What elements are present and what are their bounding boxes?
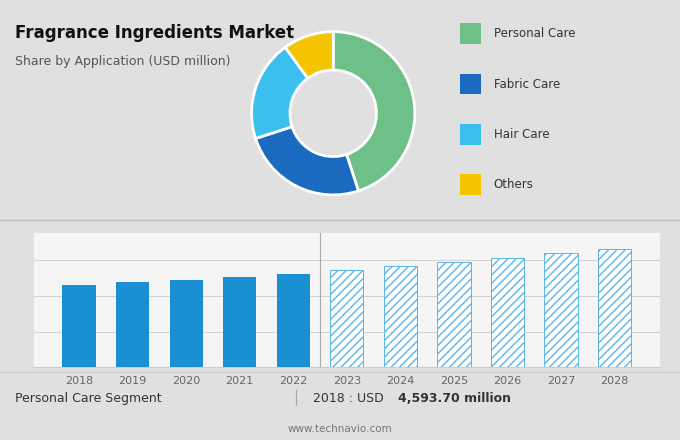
Wedge shape [285, 32, 333, 78]
Text: Hair Care: Hair Care [494, 128, 549, 141]
FancyBboxPatch shape [460, 23, 481, 44]
Wedge shape [333, 32, 415, 191]
Text: Share by Application (USD million): Share by Application (USD million) [15, 55, 231, 68]
Bar [491, 258, 524, 367]
Bar [63, 285, 96, 367]
FancyBboxPatch shape [460, 174, 481, 195]
Bar [598, 249, 631, 367]
Wedge shape [252, 47, 308, 139]
Text: Personal Care: Personal Care [494, 27, 575, 40]
Text: 4,593.70 million: 4,593.70 million [398, 392, 511, 405]
Text: 2018 : USD: 2018 : USD [313, 392, 388, 405]
Bar [384, 266, 417, 367]
FancyBboxPatch shape [460, 73, 481, 95]
Text: |: | [293, 390, 299, 406]
Bar [545, 253, 577, 367]
Bar [116, 282, 149, 367]
Bar [437, 262, 471, 367]
Bar [223, 277, 256, 367]
Wedge shape [256, 127, 358, 195]
Text: Fragrance Ingredients Market: Fragrance Ingredients Market [15, 24, 294, 42]
Text: Personal Care Segment: Personal Care Segment [15, 392, 162, 405]
Text: Others: Others [494, 178, 533, 191]
Bar [277, 274, 310, 367]
FancyBboxPatch shape [460, 124, 481, 145]
Bar [169, 280, 203, 367]
Text: www.technavio.com: www.technavio.com [288, 424, 392, 434]
Bar [330, 270, 363, 367]
Text: Fabric Care: Fabric Care [494, 77, 560, 91]
